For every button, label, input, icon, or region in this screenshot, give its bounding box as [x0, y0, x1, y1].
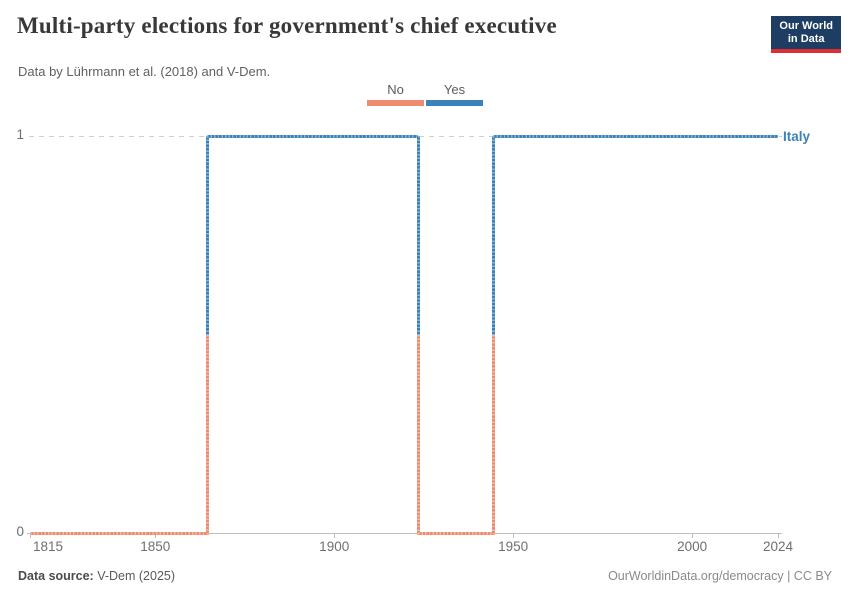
line-segment-no	[418, 531, 494, 535]
line-segment-yes	[207, 134, 419, 138]
legend-label-no: No	[387, 82, 404, 97]
data-source-label: Data source:	[18, 569, 94, 583]
step-connector-lower	[205, 334, 209, 535]
x-axis-tick	[778, 534, 779, 538]
x-axis-line	[27, 533, 782, 534]
legend-swatch-no	[367, 100, 424, 106]
legend: No Yes	[0, 82, 850, 106]
series-label-italy[interactable]: Italy	[783, 129, 811, 144]
step-connector-upper	[416, 136, 420, 335]
y-axis-tick-label: 1	[16, 127, 24, 142]
credit-link[interactable]: OurWorldinData.org/democracy | CC BY	[608, 569, 832, 583]
x-axis-tick-label: 1815	[33, 539, 64, 554]
x-axis-tick	[155, 534, 157, 538]
x-axis-tick	[513, 534, 515, 538]
legend-label-yes: Yes	[443, 82, 466, 97]
x-axis-tick-label: 1850	[140, 539, 171, 554]
data-source: Data source: V-Dem (2025)	[18, 569, 175, 583]
owid-logo-line2: in Data	[787, 33, 825, 45]
y-axis-tick-label: 0	[16, 524, 24, 539]
data-source-text: V-Dem (2025)	[93, 569, 176, 583]
subtitle: Data by Lührmann et al. (2018) and V-Dem…	[18, 64, 271, 79]
owid-logo[interactable]: Our World in Data	[771, 16, 841, 53]
x-axis-tick-label: 1900	[319, 539, 350, 554]
x-axis-tick	[30, 534, 31, 538]
owid-logo-line1: Our World	[779, 20, 833, 32]
legend-swatch-yes	[426, 100, 483, 106]
x-axis-tick	[334, 534, 336, 538]
line-segment-yes	[493, 134, 778, 138]
x-axis-tick-label: 2024	[762, 539, 794, 554]
step-connector-lower	[416, 334, 420, 535]
step-connector-upper	[491, 136, 495, 335]
line-segment-no	[30, 531, 208, 535]
x-axis-tick-label: 2000	[677, 539, 708, 554]
x-axis-tick-label: 1950	[498, 539, 529, 554]
step-connector-upper	[205, 136, 209, 335]
legend-item-yes[interactable]: Yes	[426, 82, 483, 106]
page-title: Multi-party elections for government's c…	[17, 13, 557, 38]
legend-item-no[interactable]: No	[367, 82, 424, 106]
x-axis-tick	[692, 534, 694, 538]
step-connector-lower	[491, 334, 495, 535]
